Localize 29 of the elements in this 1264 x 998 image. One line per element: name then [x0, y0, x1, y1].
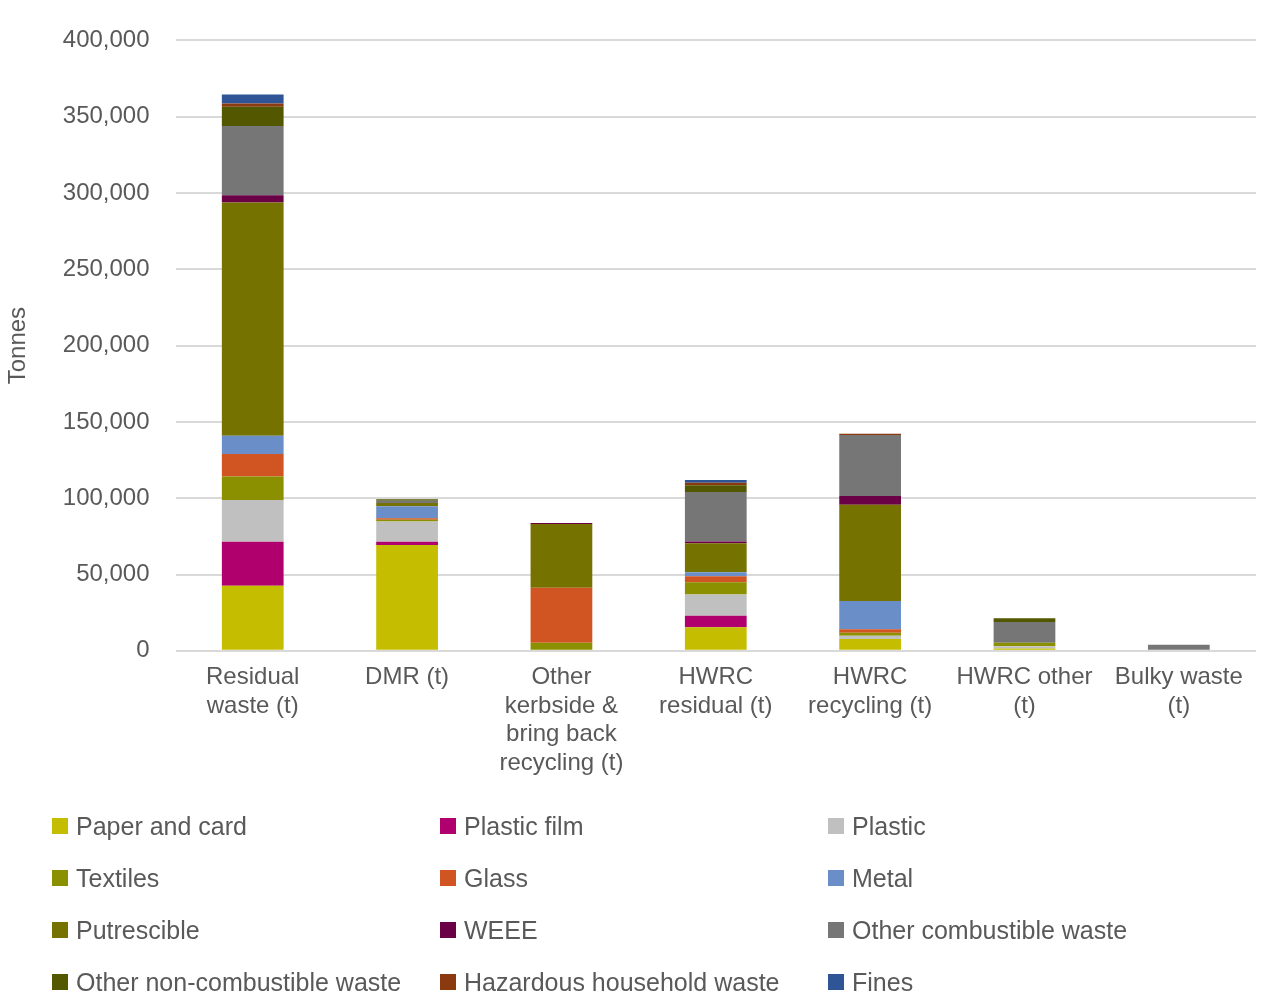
- x-tick-label: Other kerbside & bring back recycling (t): [499, 661, 624, 776]
- x-tick-label: Bulky waste (t): [1114, 661, 1243, 718]
- legend-label: Textiles: [76, 863, 160, 893]
- y-tick-label: 250,000: [62, 253, 150, 281]
- legend-label: Paper and card: [76, 811, 247, 841]
- legend-label: Putrescible: [76, 915, 200, 945]
- x-tick-label: HWRC other (t): [956, 661, 1093, 718]
- y-tick-label: 400,000: [62, 25, 150, 53]
- x-tick-label: HWRC residual (t): [659, 661, 773, 718]
- legend-label: Fines: [852, 967, 914, 997]
- y-tick-label: 300,000: [62, 177, 150, 205]
- legend-label: Metal: [852, 863, 914, 893]
- x-tick-label: DMR (t): [365, 661, 450, 689]
- y-axis-title: Tonnes: [3, 306, 31, 385]
- legend-label: Plastic film: [464, 811, 584, 841]
- legend-label: Glass: [464, 863, 528, 893]
- x-tick-label: HWRC recycling (t): [808, 661, 933, 718]
- y-tick-label: 0: [136, 635, 150, 663]
- legend-label: Other non-combustible waste: [76, 967, 402, 997]
- y-tick-label: 100,000: [62, 482, 150, 510]
- x-tick-label: Residual waste (t): [205, 661, 300, 718]
- y-tick-label: 150,000: [62, 406, 150, 434]
- y-tick-label: 350,000: [62, 101, 150, 129]
- y-tick-label: 50,000: [76, 559, 150, 587]
- legend-label: WEEE: [464, 915, 538, 945]
- legend-label: Plastic: [852, 811, 926, 841]
- legend-label: Hazardous household waste: [464, 967, 780, 997]
- y-tick-label: 200,000: [62, 330, 150, 358]
- legend-label: Other combustible waste: [852, 915, 1128, 945]
